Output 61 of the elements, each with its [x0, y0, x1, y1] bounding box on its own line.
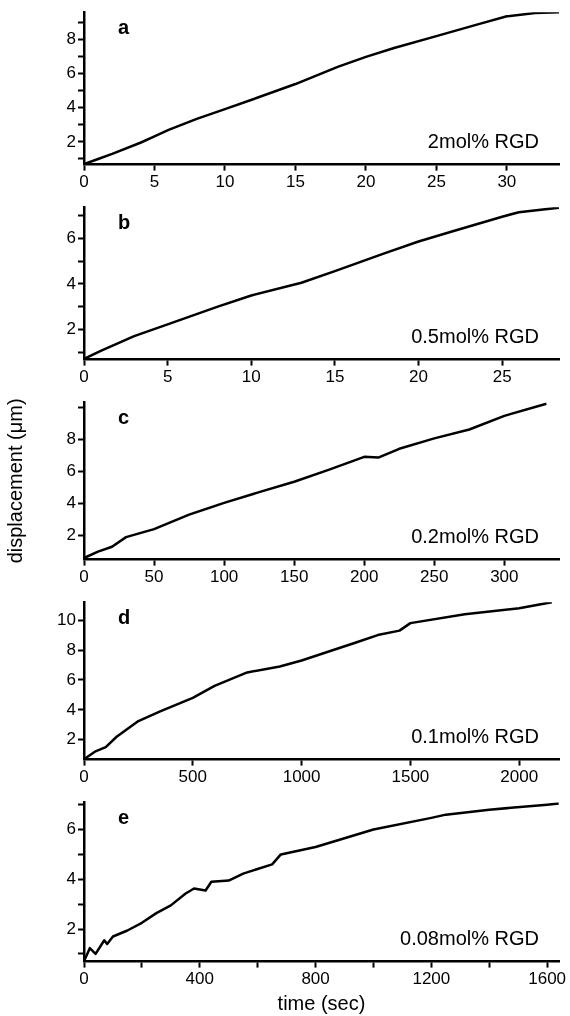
y-tick-label: 8	[66, 639, 76, 659]
x-tick-label: 0	[79, 767, 89, 787]
y-tick-label: 4	[66, 493, 76, 513]
x-tick-label: 250	[420, 567, 449, 587]
x-tick-label: 1000	[282, 767, 321, 787]
x-tick-label: 10	[215, 172, 235, 192]
chart-title: d	[118, 605, 131, 628]
y-tick-label: 6	[66, 228, 76, 248]
x-tick-label: 30	[497, 172, 517, 192]
x-tick-label: 0	[79, 367, 89, 387]
y-tick-label: 6	[66, 669, 76, 689]
x-tick-label: 1500	[391, 767, 430, 787]
y-tick-label: 8	[66, 428, 76, 448]
y-tick-label: 4	[66, 97, 76, 117]
x-tick-label: 0	[79, 172, 89, 192]
annotation: 0.08mol% RGD	[400, 927, 539, 950]
x-tick-label: 25	[426, 172, 446, 192]
chart-title: e	[118, 805, 130, 828]
x-tick-label: 15	[325, 367, 345, 387]
x-tick-label: 5	[149, 172, 160, 192]
annotation: 0.2mol% RGD	[411, 525, 539, 548]
y-tick-label: 4	[66, 699, 76, 719]
x-tick-label: 100	[209, 567, 239, 587]
y-tick-label: 2	[66, 319, 76, 339]
annotation: 0.5mol% RGD	[411, 325, 539, 348]
y-tick-label: 8	[66, 29, 76, 49]
x-tick-label: 150	[279, 567, 309, 587]
y-axis-title: displacement (μm)	[3, 398, 26, 564]
x-tick-label: 25	[492, 367, 512, 387]
x-tick-label: 20	[356, 172, 376, 192]
y-tick-label: 2	[66, 131, 76, 151]
x-tick-label: 400	[185, 969, 214, 989]
y-tick-label: 6	[66, 460, 76, 480]
x-tick-label: 200	[350, 567, 379, 587]
y-tick-label: 2	[66, 729, 76, 749]
chart-title: b	[118, 210, 131, 233]
y-tick-label: 6	[66, 819, 76, 839]
annotation: 2mol% RGD	[427, 130, 539, 153]
annotation: 0.1mol% RGD	[411, 725, 539, 748]
y-tick-label: 2	[66, 918, 76, 938]
x-tick-label: 50	[144, 567, 164, 587]
x-tick-label: 5	[162, 367, 173, 387]
x-tick-label: 20	[409, 367, 428, 387]
x-tick-label: 1600	[528, 969, 567, 989]
chart-title: c	[118, 405, 130, 428]
chart-title: a	[118, 15, 130, 38]
x-axis-title: time (sec)	[277, 991, 366, 1014]
x-tick-label: 1200	[412, 969, 451, 989]
x-tick-label: 15	[285, 172, 305, 192]
x-tick-label: 300	[490, 567, 519, 587]
y-tick-label: 4	[66, 273, 76, 293]
x-tick-label: 0	[79, 969, 89, 989]
y-tick-label: 6	[66, 63, 76, 83]
y-tick-label: 10	[57, 609, 76, 629]
x-tick-label: 2000	[500, 767, 539, 787]
x-tick-label: 500	[178, 767, 207, 787]
x-tick-label: 10	[241, 367, 261, 387]
x-tick-label: 800	[301, 969, 330, 989]
y-tick-label: 2	[66, 525, 76, 545]
x-tick-label: 0	[79, 567, 89, 587]
y-tick-label: 4	[66, 868, 76, 888]
